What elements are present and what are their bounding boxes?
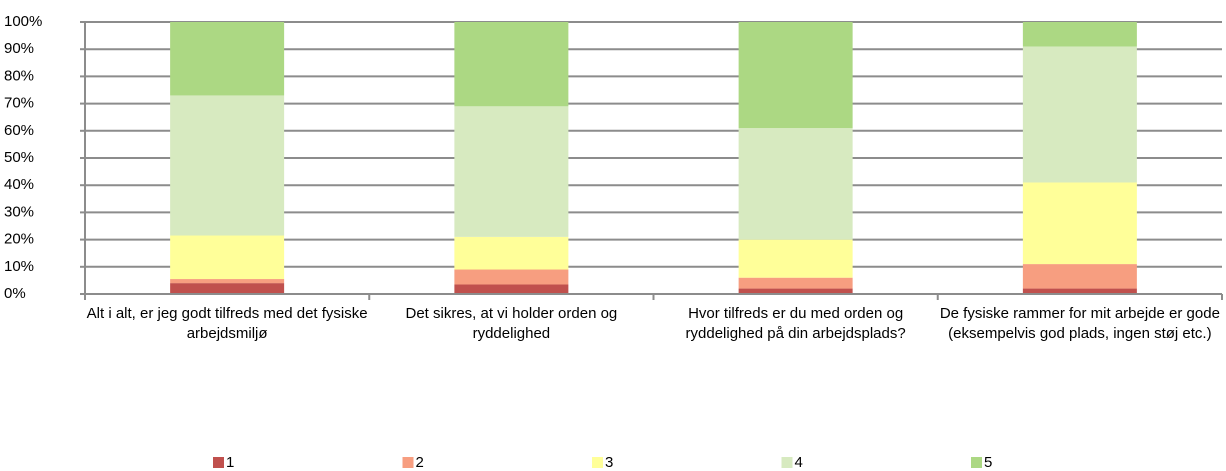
bar-segment <box>1022 182 1137 265</box>
legend-label: 4 <box>795 454 803 471</box>
legend-swatch <box>592 457 603 468</box>
y-tick-label: 90% <box>4 40 34 57</box>
y-tick-label: 60% <box>4 122 34 139</box>
y-tick-label: 20% <box>4 231 34 248</box>
bar-segment <box>170 22 285 96</box>
y-tick-label: 70% <box>4 95 34 112</box>
x-tick-label: De fysiske rammer for mit arbejde er god… <box>939 305 1220 342</box>
bar-segment <box>738 277 853 289</box>
x-tick-label: Det sikres, at vi holder orden og ryddel… <box>405 305 618 342</box>
legend-label: 3 <box>605 454 613 471</box>
legend-swatch <box>402 457 414 468</box>
legend-swatch <box>213 457 224 468</box>
legend-swatch <box>971 457 982 468</box>
x-tick-label: Alt i alt, er jeg godt tilfreds med det … <box>86 305 368 342</box>
y-tick-label: 10% <box>4 258 34 275</box>
y-tick-label: 0% <box>4 285 26 302</box>
bar-segment <box>738 128 853 240</box>
y-tick-label: 30% <box>4 203 34 220</box>
x-tick-label: Hvor tilfreds er du med orden og ryddeli… <box>685 305 906 342</box>
bar-segment <box>1022 288 1137 294</box>
bar-segment <box>738 288 853 294</box>
y-tick-label: 100% <box>4 13 42 30</box>
bar-segment <box>454 284 569 294</box>
y-tick-label: 80% <box>4 67 34 84</box>
bar-segment <box>738 239 853 278</box>
bar-segment <box>1022 22 1137 47</box>
y-tick-label: 40% <box>4 176 34 193</box>
legend-label: 5 <box>984 454 992 471</box>
y-tick-label: 50% <box>4 149 34 166</box>
bar-segment <box>454 236 569 270</box>
bar-segment <box>454 269 569 285</box>
bar-segment <box>170 279 285 284</box>
bar-segment <box>738 22 853 129</box>
legend-swatch <box>781 457 793 468</box>
bar-segment <box>1022 46 1137 183</box>
bar-segment <box>454 22 569 107</box>
bar-segment <box>170 283 285 294</box>
legend-label: 2 <box>416 454 424 471</box>
bar-segment <box>170 235 285 280</box>
bar-segment <box>170 95 285 236</box>
legend-label: 1 <box>226 454 234 471</box>
bar-segment <box>454 106 569 237</box>
bar-segment <box>1022 264 1137 289</box>
